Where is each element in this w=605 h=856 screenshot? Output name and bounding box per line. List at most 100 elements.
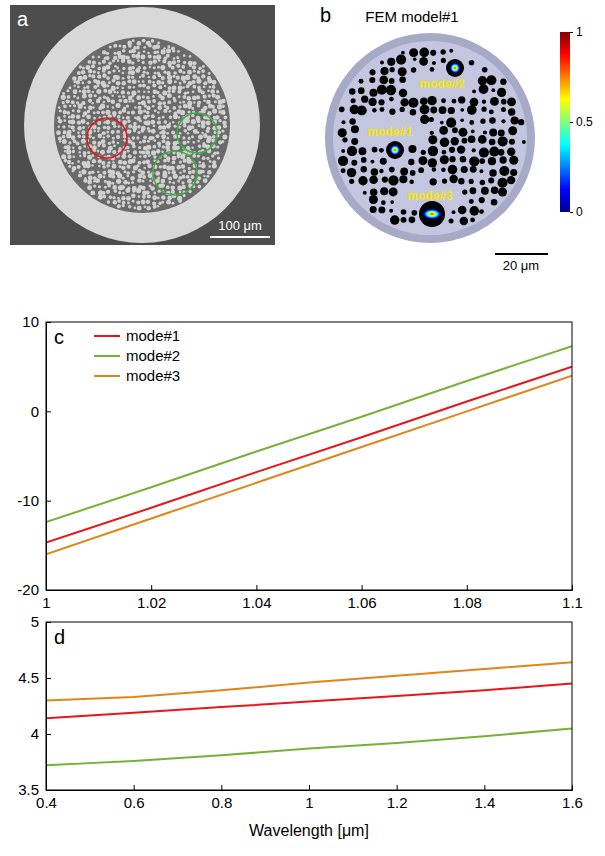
glass-strut (72, 169, 75, 172)
glass-strut (66, 99, 70, 103)
glass-strut (116, 86, 119, 89)
glass-strut (192, 90, 195, 93)
glass-strut (201, 164, 206, 169)
air-hole (368, 98, 376, 106)
glass-strut (138, 106, 142, 110)
glass-strut (128, 154, 132, 158)
x-axis-tick-label: 1.08 (453, 594, 482, 611)
glass-strut (102, 171, 106, 175)
x-axis-tick-mark (397, 785, 398, 790)
glass-strut (69, 105, 72, 108)
air-hole (378, 206, 385, 213)
air-hole (483, 130, 487, 134)
glass-strut (143, 46, 146, 49)
air-hole (430, 131, 434, 135)
glass-strut (127, 201, 130, 204)
glass-strut (151, 114, 155, 118)
glass-strut (133, 129, 136, 132)
glass-strut (166, 132, 169, 135)
air-hole (449, 175, 457, 183)
glass-strut (107, 161, 110, 164)
glass-strut (127, 120, 130, 123)
glass-strut (73, 104, 76, 107)
glass-strut (93, 111, 96, 114)
glass-strut (97, 144, 100, 147)
glass-strut (215, 95, 220, 100)
glass-strut (143, 154, 147, 158)
glass-strut (216, 151, 219, 154)
y-axis-tick-mark (46, 734, 51, 735)
glass-strut (127, 91, 130, 94)
glass-strut (106, 130, 109, 133)
air-hole (479, 197, 485, 203)
glass-strut (110, 170, 115, 175)
glass-strut (188, 111, 191, 114)
mode-label: mode#1 (367, 125, 413, 139)
glass-strut (136, 95, 141, 100)
colorbar-tick-label: 1 (576, 25, 583, 39)
glass-strut (87, 81, 91, 85)
glass-strut (187, 70, 192, 75)
glass-strut (141, 150, 145, 154)
glass-strut (174, 125, 177, 128)
glass-strut (97, 130, 100, 133)
air-hole (401, 217, 407, 223)
glass-strut (137, 131, 140, 134)
air-hole (421, 150, 426, 155)
glass-strut (132, 170, 135, 173)
air-hole (489, 139, 496, 146)
air-hole (460, 108, 464, 112)
air-hole (401, 51, 405, 55)
glass-strut (206, 157, 209, 160)
panel-letter: b (320, 4, 331, 26)
air-hole (399, 77, 406, 84)
glass-strut (67, 155, 71, 159)
glass-strut (192, 65, 196, 69)
panel-letter: d (54, 626, 65, 648)
air-hole (338, 128, 347, 137)
glass-strut (149, 179, 152, 182)
glass-strut (105, 65, 110, 70)
glass-strut (72, 147, 74, 149)
y-axis-tick-mark (46, 790, 51, 791)
glass-strut (147, 91, 150, 94)
glass-strut (198, 134, 203, 139)
glass-strut (132, 79, 137, 84)
glass-strut (208, 165, 211, 168)
glass-strut (73, 139, 77, 143)
glass-strut (118, 191, 121, 194)
air-hole (347, 146, 357, 156)
air-hole (499, 166, 509, 176)
glass-strut (169, 181, 172, 184)
air-hole (369, 195, 378, 204)
glass-strut (177, 165, 182, 170)
glass-strut (221, 110, 226, 115)
glass-strut (211, 154, 214, 157)
glass-strut (73, 95, 76, 98)
glass-strut (153, 192, 156, 195)
air-hole (341, 120, 345, 124)
air-hole (342, 137, 347, 142)
glass-strut (106, 105, 109, 108)
glass-strut (150, 186, 155, 191)
glass-strut (181, 65, 185, 69)
glass-strut (126, 116, 130, 120)
scale-bar-label: 20 μm (503, 258, 539, 273)
glass-strut (212, 85, 216, 89)
glass-strut (122, 108, 126, 112)
glass-strut (77, 86, 80, 89)
glass-strut (122, 192, 125, 195)
y-axis-tick: -20 (17, 581, 51, 598)
glass-strut (141, 199, 146, 204)
glass-strut (134, 106, 137, 109)
glass-strut (182, 175, 186, 179)
glass-strut (160, 96, 165, 101)
glass-strut (88, 171, 92, 175)
glass-strut (97, 71, 100, 74)
air-hole (430, 106, 437, 113)
y-axis-tick-mark (46, 678, 51, 679)
glass-strut (97, 150, 100, 153)
glass-strut (82, 82, 85, 85)
glass-strut (137, 125, 140, 128)
glass-strut (88, 69, 93, 74)
